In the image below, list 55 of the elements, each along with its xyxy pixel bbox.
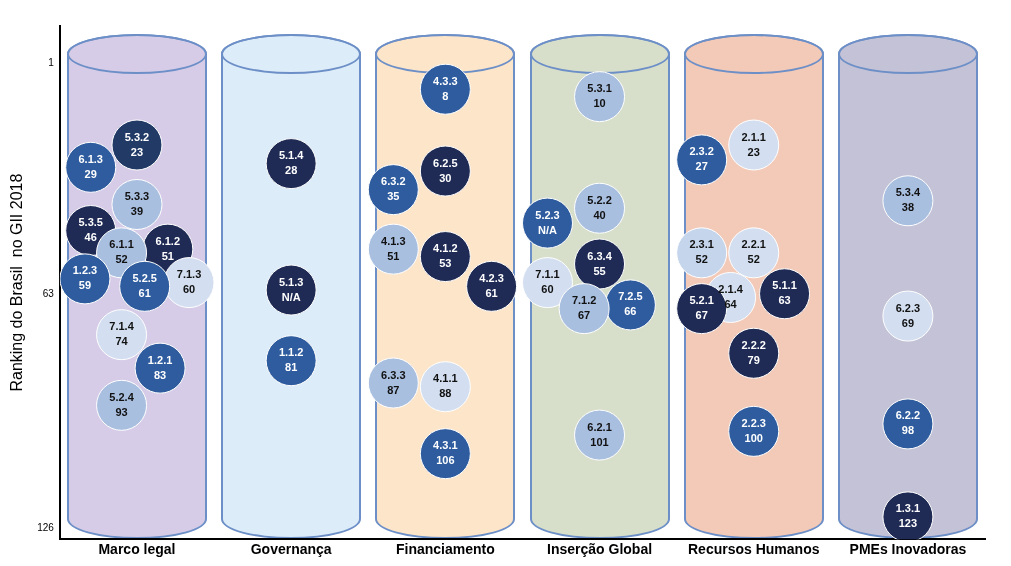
data-label: 7.2.5 66 xyxy=(618,290,643,318)
data-label: 7.1.4 74 xyxy=(109,320,135,348)
data-label: 5.3.4 38 xyxy=(895,186,922,214)
data-label: 2.2.1 52 xyxy=(741,238,766,266)
data-label: 1.2.3 59 xyxy=(72,264,98,292)
x-tick-label: Governança xyxy=(250,541,332,558)
data-label: 6.1.3 29 xyxy=(78,152,103,180)
data-label: 4.2.3 61 xyxy=(479,271,504,299)
y-tick-label: 126 xyxy=(37,521,55,533)
data-label: 6.3.4 55 xyxy=(587,249,613,277)
y-axis-title: Ranking do Brasil no GII 2018 xyxy=(8,173,26,392)
data-label: 4.1.3 51 xyxy=(381,234,406,262)
data-label: 5.2.3 N/A xyxy=(535,208,560,236)
data-label: 6.2.5 30 xyxy=(433,156,458,184)
data-label: 4.3.1 106 xyxy=(433,439,458,467)
data-label: 2.1.4 64 xyxy=(718,283,744,311)
data-label: 6.2.3 69 xyxy=(895,301,921,329)
data-label: 6.3.3 87 xyxy=(381,368,406,396)
data-label: 5.1.1 63 xyxy=(772,279,797,307)
data-label: 2.2.2 79 xyxy=(741,338,766,366)
x-tick-label: Recursos Humanos xyxy=(687,541,820,558)
x-tick-label: Inserção Global xyxy=(547,541,653,558)
data-label: 5.2.1 67 xyxy=(689,294,714,322)
data-label: 5.2.4 93 xyxy=(109,390,135,418)
data-label: 5.1.4 28 xyxy=(278,149,305,177)
data-label: 7.1.2 67 xyxy=(571,294,597,322)
data-label: 5.3.5 46 xyxy=(78,216,103,244)
data-label: 5.2.5 61 xyxy=(132,271,157,299)
data-label: 1.1.2 81 xyxy=(278,346,304,374)
data-label: 2.3.2 27 xyxy=(689,145,714,173)
data-label: 2.3.1 52 xyxy=(689,238,714,266)
data-label: 7.1.3 60 xyxy=(176,268,202,296)
data-label: 6.1.2 51 xyxy=(155,234,181,262)
data-label: 6.3.2 35 xyxy=(381,175,406,203)
data-label: 6.2.2 98 xyxy=(895,409,921,437)
x-tick-label: PMEs Inovadoras xyxy=(849,541,967,558)
data-label: 2.1.1 23 xyxy=(741,130,766,158)
data-label: 6.1.1 52 xyxy=(109,238,134,266)
data-label: 5.2.2 40 xyxy=(587,193,612,221)
data-label: 2.2.3 100 xyxy=(741,416,766,444)
x-tick-label: Financiamento xyxy=(395,541,495,558)
data-label: 4.1.2 53 xyxy=(433,242,458,270)
data-label: 1.2.1 83 xyxy=(147,353,173,381)
data-label: 1.3.1 123 xyxy=(895,502,921,530)
data-label: 5.3.3 39 xyxy=(124,190,150,218)
data-label: 4.3.3 8 xyxy=(433,74,458,102)
data-label: 4.1.1 88 xyxy=(433,372,458,400)
data-label: 5.3.2 23 xyxy=(124,130,150,158)
data-label: 5.1.3 N/A xyxy=(278,275,304,303)
y-tick-label: 63 xyxy=(42,287,55,299)
data-label: 6.2.1 101 xyxy=(587,420,612,448)
x-tick-label: Marco legal xyxy=(98,541,176,558)
y-tick-label: 1 xyxy=(48,56,55,68)
data-label: 5.3.1 10 xyxy=(587,82,612,110)
data-label: 7.1.1 60 xyxy=(535,268,560,296)
